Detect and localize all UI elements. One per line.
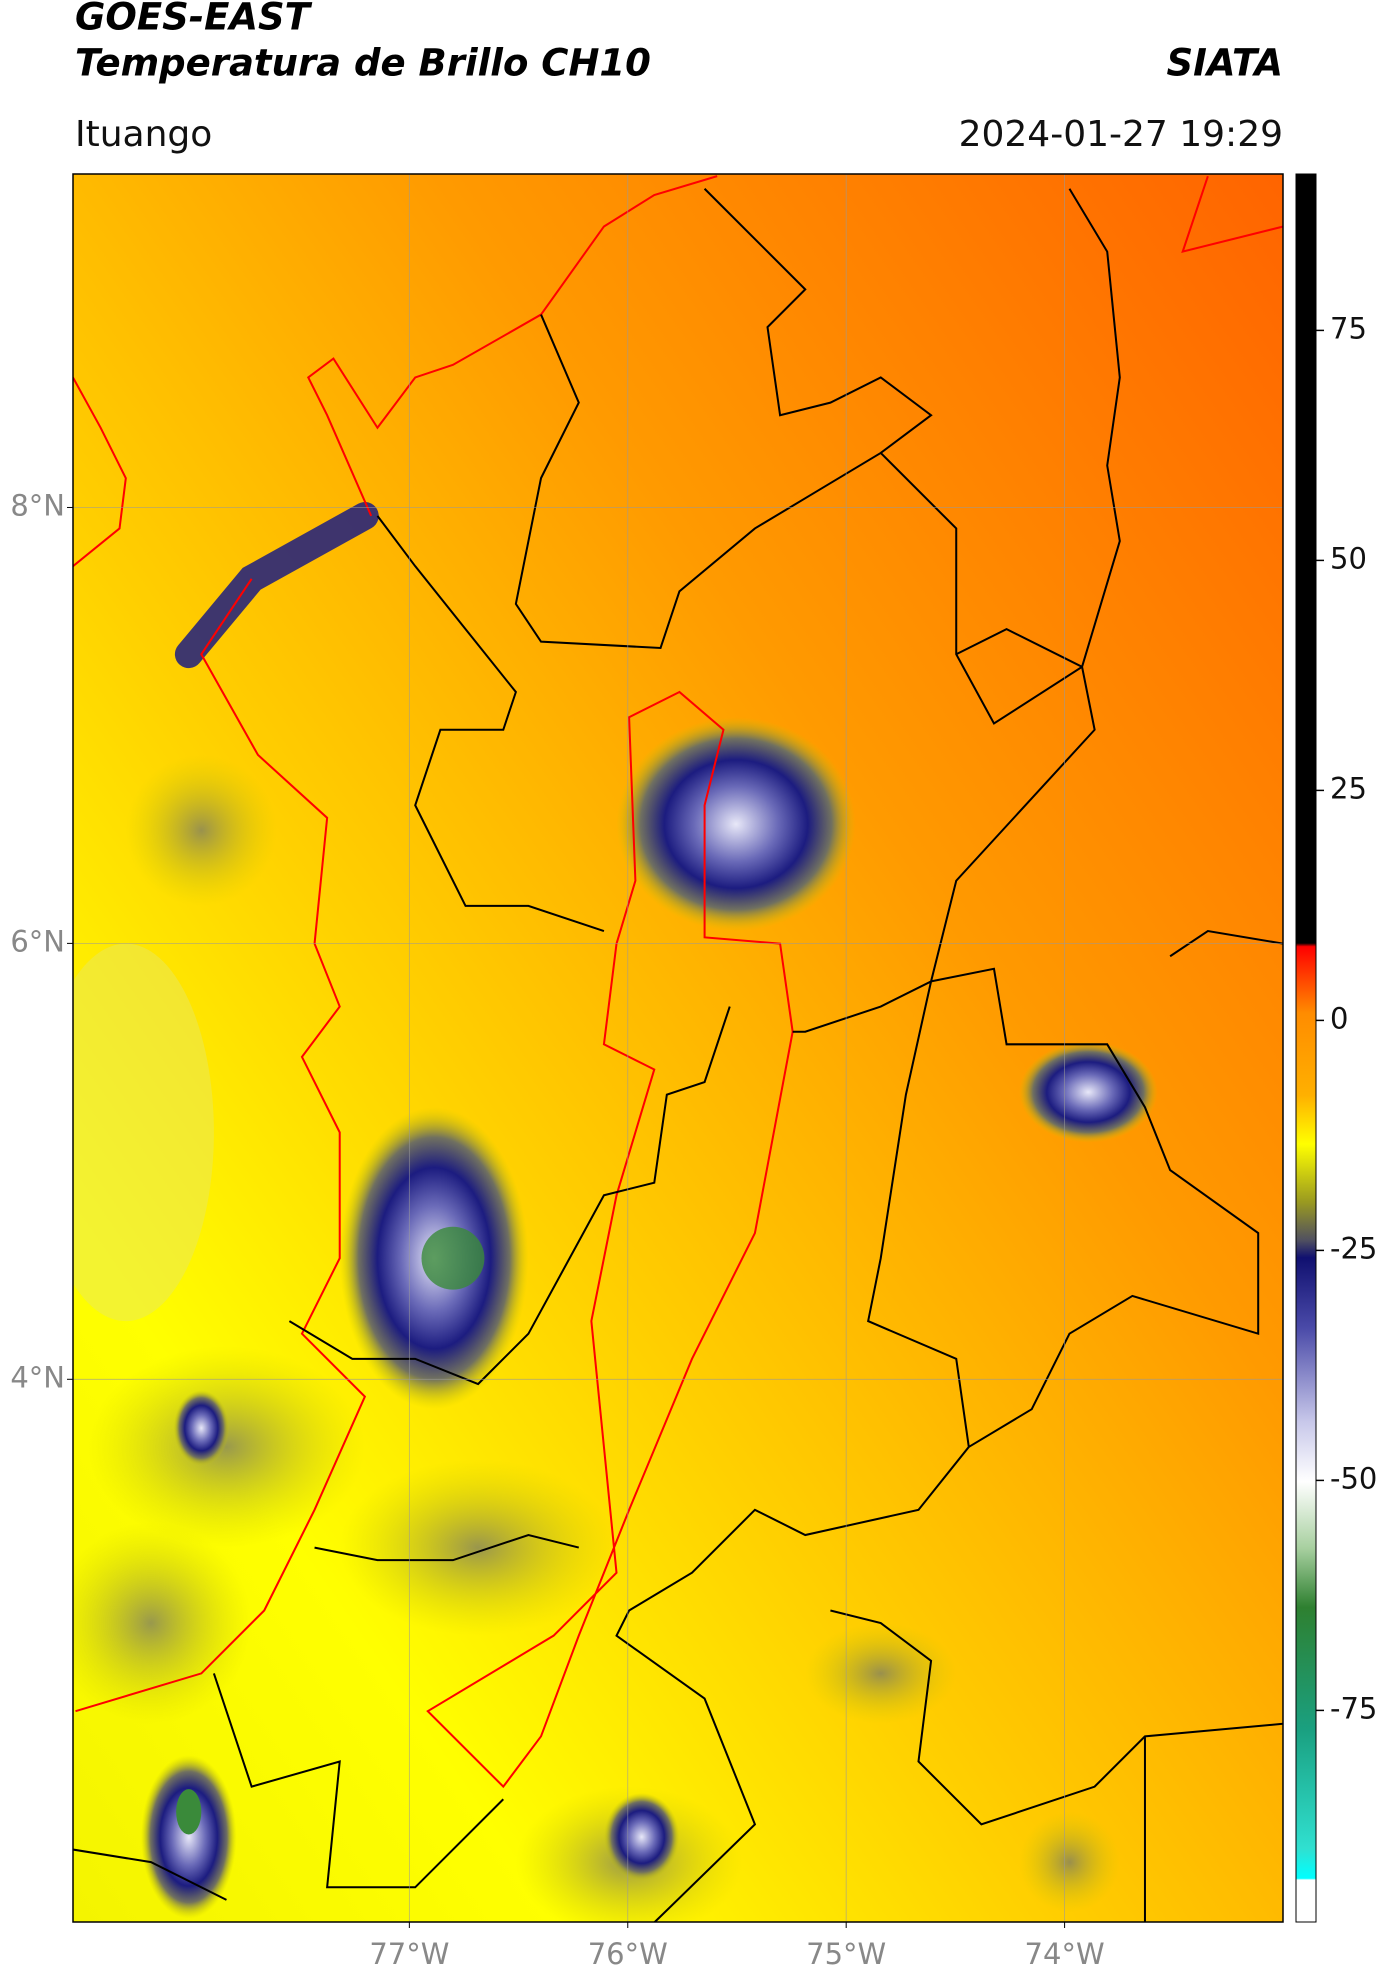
- y-tick-label: 8°N: [10, 488, 65, 522]
- colorbar: [1295, 173, 1317, 1923]
- satellite-title: GOES-EAST: [75, 0, 313, 39]
- product-title: Temperatura de Brillo CH10: [75, 42, 651, 85]
- y-tick-label: 4°N: [10, 1360, 65, 1394]
- colorbar-tick-label: 0: [1330, 1001, 1348, 1035]
- map-area: [73, 174, 1283, 1922]
- colorbar-tick-label: -25: [1330, 1231, 1377, 1265]
- x-tick-label: 75°W: [806, 1937, 886, 1971]
- region-label: Ituango: [75, 114, 212, 155]
- x-tick-label: 77°W: [369, 1937, 449, 1971]
- map-frame: [72, 173, 1284, 1923]
- colorbar-tick-label: -75: [1330, 1691, 1377, 1725]
- colorbar-tick-label: 50: [1330, 541, 1367, 575]
- x-tick-label: 74°W: [1025, 1937, 1105, 1971]
- colorbar-tick-label: 75: [1330, 311, 1367, 345]
- map-features: [73, 175, 1283, 1922]
- colorbar-tick-label: 25: [1330, 771, 1367, 805]
- x-tick-label: 76°W: [588, 1937, 668, 1971]
- y-tick-label: 6°N: [10, 924, 65, 958]
- colorbar-tick-label: -50: [1330, 1461, 1377, 1495]
- graticule: [73, 174, 1283, 1922]
- source-label: SIATA: [1166, 42, 1283, 85]
- datetime-label: 2024-01-27 19:29: [959, 114, 1283, 155]
